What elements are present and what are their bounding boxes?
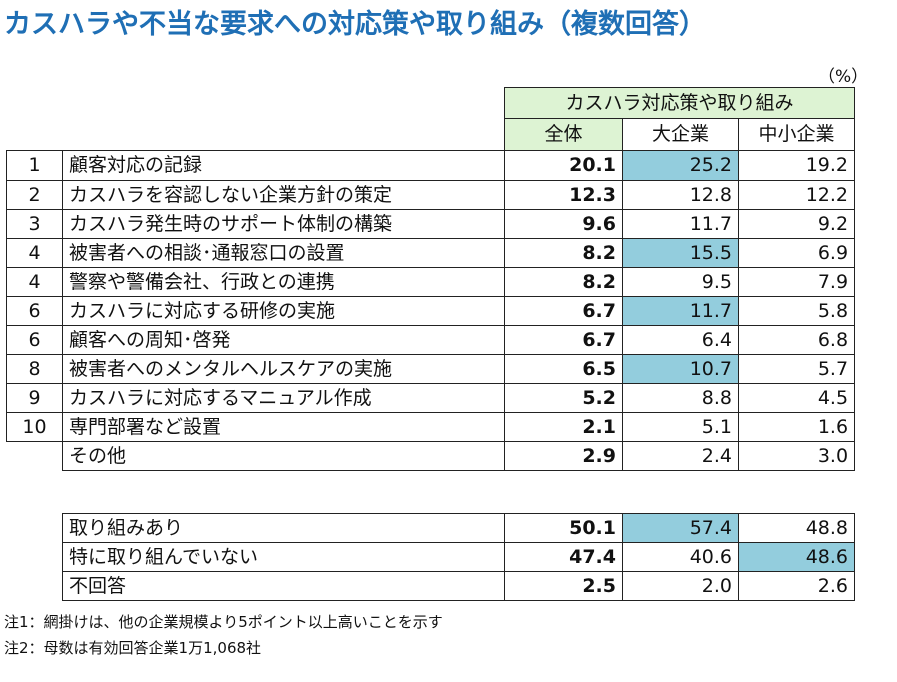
item-cell: 被害者への相談･通報窓口の設置 <box>62 238 505 268</box>
all-cell: 5.2 <box>504 383 623 413</box>
large-cell: 6.4 <box>622 325 739 355</box>
header-large: 大企業 <box>622 118 739 151</box>
rank-cell <box>7 442 63 471</box>
sme-cell: 2.6 <box>738 571 855 601</box>
large-cell: 2.4 <box>622 441 739 471</box>
table-row: 8 被害者へのメンタルヘルスケアの実施 6.5 10.7 5.7 <box>6 354 856 384</box>
all-cell: 6.7 <box>504 325 623 355</box>
large-cell: 8.8 <box>622 383 739 413</box>
table-row: 9 カスハラに対応するマニュアル作成 5.2 8.8 4.5 <box>6 383 856 413</box>
item-cell: 被害者へのメンタルヘルスケアの実施 <box>62 354 505 384</box>
sme-cell: 5.8 <box>737 296 856 326</box>
table-row: その他 2.9 2.4 3.0 <box>7 441 856 471</box>
sme-cell: 3.0 <box>737 441 856 471</box>
header-group: カスハラ対応策や取り組み <box>503 87 856 119</box>
large-cell: 12.8 <box>622 180 739 210</box>
all-cell: 2.9 <box>504 441 623 471</box>
sme-cell: 48.6 <box>738 542 855 572</box>
large-cell: 10.7 <box>622 354 739 384</box>
large-cell: 2.0 <box>622 571 739 601</box>
item-cell: 警察や警備会社、行政との連携 <box>62 267 505 297</box>
item-cell: 不回答 <box>62 571 505 601</box>
large-cell: 40.6 <box>622 542 739 572</box>
footnote-2: 注2：母数は有効回答企業1万1,068社 <box>4 639 262 657</box>
large-cell: 5.1 <box>622 412 739 442</box>
sme-cell: 7.9 <box>737 267 856 297</box>
all-cell: 6.7 <box>504 296 623 326</box>
rank-cell: 9 <box>6 383 63 413</box>
rank-cell: 4 <box>6 267 63 297</box>
item-cell: カスハラ発生時のサポート体制の構築 <box>62 209 505 239</box>
large-cell: 15.5 <box>622 238 739 268</box>
all-cell: 20.1 <box>504 150 623 181</box>
sme-cell: 1.6 <box>737 412 856 442</box>
table-row: 3 カスハラ発生時のサポート体制の構築 9.6 11.7 9.2 <box>6 209 856 239</box>
item-cell: 顧客への周知･啓発 <box>62 325 505 355</box>
sme-cell: 19.2 <box>737 150 856 181</box>
rank-cell: 8 <box>6 354 63 384</box>
rank-cell: 4 <box>6 238 63 268</box>
all-cell: 8.2 <box>504 238 623 268</box>
rank-cell: 1 <box>6 150 63 181</box>
item-cell: 取り組みあり <box>62 513 505 543</box>
all-cell: 47.4 <box>504 542 623 572</box>
sme-cell: 4.5 <box>737 383 856 413</box>
item-cell: カスハラに対応する研修の実施 <box>62 296 505 326</box>
table-row: 取り組みあり 50.1 57.4 48.8 <box>62 513 855 543</box>
all-cell: 8.2 <box>504 267 623 297</box>
item-cell: カスハラを容認しない企業方針の策定 <box>62 180 505 210</box>
table-row: 4 被害者への相談･通報窓口の設置 8.2 15.5 6.9 <box>6 238 856 268</box>
summary-table: 取り組みあり 50.1 57.4 48.8 特に取り組んでいない 47.4 40… <box>62 513 855 601</box>
table-row: 特に取り組んでいない 47.4 40.6 48.6 <box>62 542 855 572</box>
large-cell: 11.7 <box>622 296 739 326</box>
rank-cell: 6 <box>6 296 63 326</box>
table-row: 1 顧客対応の記録 20.1 25.2 19.2 <box>6 150 856 181</box>
rank-cell: 2 <box>6 180 63 210</box>
sme-cell: 12.2 <box>737 180 856 210</box>
large-cell: 11.7 <box>622 209 739 239</box>
table-row: 6 カスハラに対応する研修の実施 6.7 11.7 5.8 <box>6 296 856 326</box>
header-sme: 中小企業 <box>737 118 856 151</box>
all-cell: 50.1 <box>504 513 623 543</box>
sme-cell: 9.2 <box>737 209 856 239</box>
table-row: 6 顧客への周知･啓発 6.7 6.4 6.8 <box>6 325 856 355</box>
sme-cell: 48.8 <box>738 513 855 543</box>
rank-cell: 3 <box>6 209 63 239</box>
item-cell: カスハラに対応するマニュアル作成 <box>62 383 505 413</box>
item-cell: 特に取り組んでいない <box>62 542 505 572</box>
all-cell: 12.3 <box>504 180 623 210</box>
item-cell: 専門部署など設置 <box>62 412 505 442</box>
all-cell: 2.1 <box>504 412 623 442</box>
table-row: 10 専門部署など設置 2.1 5.1 1.6 <box>6 412 856 442</box>
large-cell: 25.2 <box>622 150 739 181</box>
measures-table: カスハラ対応策や取り組み 全体 大企業 中小企業 1 顧客対応の記録 20.1 … <box>6 87 856 471</box>
table-row: 2 カスハラを容認しない企業方針の策定 12.3 12.8 12.2 <box>6 180 856 210</box>
item-cell: 顧客対応の記録 <box>62 150 505 181</box>
sme-cell: 5.7 <box>737 354 856 384</box>
table-row: 不回答 2.5 2.0 2.6 <box>62 571 855 601</box>
all-cell: 6.5 <box>504 354 623 384</box>
footnote-1: 注1：網掛けは、他の企業規模より5ポイント以上高いことを示す <box>4 613 443 631</box>
header-all: 全体 <box>504 118 623 151</box>
large-cell: 57.4 <box>622 513 739 543</box>
all-cell: 2.5 <box>504 571 623 601</box>
rank-cell: 6 <box>6 325 63 355</box>
sme-cell: 6.8 <box>737 325 856 355</box>
rank-cell: 10 <box>6 412 63 442</box>
page-title: カスハラや不当な要求への対応策や取り組み（複数回答） <box>4 9 706 40</box>
unit-label: （%） <box>818 67 869 87</box>
table-row: 4 警察や警備会社、行政との連携 8.2 9.5 7.9 <box>6 267 856 297</box>
large-cell: 9.5 <box>622 267 739 297</box>
all-cell: 9.6 <box>504 209 623 239</box>
item-cell: その他 <box>62 441 505 471</box>
sme-cell: 6.9 <box>737 238 856 268</box>
